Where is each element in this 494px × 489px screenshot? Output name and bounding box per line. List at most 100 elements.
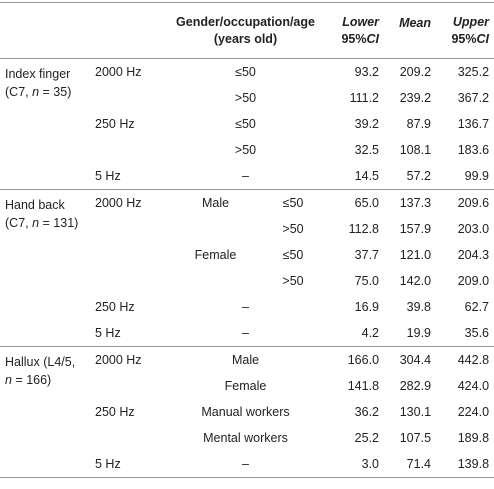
upper-text: 35.6 <box>464 326 490 340</box>
lower-cell: 36.2 <box>323 399 384 425</box>
lower-text: 65.0 <box>354 196 380 210</box>
mean-cell: 130.1 <box>384 399 436 425</box>
mean-text: 39.8 <box>406 300 432 314</box>
lower-cell: 3.0 <box>323 451 384 478</box>
upper-text: 203.0 <box>457 222 490 236</box>
mean-cell: 142.0 <box>384 268 436 294</box>
lower-text: 93.2 <box>354 65 380 79</box>
cond-cell: – <box>168 294 323 320</box>
cond-text: Manual workers <box>201 405 290 419</box>
lower-cell: 112.8 <box>323 216 384 242</box>
header-cell <box>90 3 168 59</box>
age-text: >50 <box>282 222 304 236</box>
lower-cell: 141.8 <box>323 373 384 399</box>
mean-text: 282.9 <box>399 379 432 393</box>
freq-cell <box>90 268 168 294</box>
upper-text: 224.0 <box>457 405 490 419</box>
mean-cell: 209.2 <box>384 59 436 86</box>
site-text: n <box>32 85 40 99</box>
cond-text: Male <box>231 353 260 367</box>
mean-cell: 57.2 <box>384 163 436 190</box>
age-cell: >50 <box>263 216 323 242</box>
mean-cell: 239.2 <box>384 85 436 111</box>
mean-text: 304.4 <box>399 353 432 367</box>
header-cell: Gender/occupation/age (years old) <box>168 3 323 59</box>
freq-text: 250 Hz <box>95 405 135 419</box>
table-row: 250 Hz ≤50 39.2 87.9 136.7 <box>0 111 494 137</box>
mean-text: 108.1 <box>399 143 432 157</box>
site-text: n <box>5 373 12 387</box>
freq-cell <box>90 216 168 242</box>
upper-text: 189.8 <box>457 431 490 445</box>
table-row: 250 Hz Manual workers 36.2 130.1 224.0 <box>0 399 494 425</box>
header-row: Gender/occupation/age (years old) Lower … <box>0 3 494 59</box>
upper-cell: 136.7 <box>436 111 494 137</box>
header-cell: Mean <box>384 3 436 59</box>
cond-cell: – <box>168 163 323 190</box>
sex-text: Male <box>201 196 230 210</box>
upper-cell: 189.8 <box>436 425 494 451</box>
site-text: = 35) <box>39 85 72 99</box>
lower-text: 36.2 <box>354 405 380 419</box>
lower-cell: 166.0 <box>323 347 384 374</box>
freq-cell: 2000 Hz <box>90 347 168 374</box>
cond-text: – <box>242 300 249 314</box>
age-text: ≤50 <box>282 248 304 262</box>
site-text: = 131) <box>39 216 79 230</box>
cond-text: Mental workers <box>203 431 288 445</box>
lower-cell: 93.2 <box>323 59 384 86</box>
lower-cell: 111.2 <box>323 85 384 111</box>
upper-text: 204.3 <box>457 248 490 262</box>
lower-text: 16.9 <box>354 300 380 314</box>
lower-cell: 75.0 <box>323 268 384 294</box>
freq-cell: 5 Hz <box>90 163 168 190</box>
lower-text: 32.5 <box>354 143 380 157</box>
header-text: 95% <box>451 31 477 46</box>
lower-text: 75.0 <box>354 274 380 288</box>
lower-text: 37.7 <box>354 248 380 262</box>
freq-cell: 250 Hz <box>90 294 168 320</box>
mean-cell: 19.9 <box>384 320 436 347</box>
table-row: >50 112.8 157.9 203.0 <box>0 216 494 242</box>
site-text: (C7, <box>5 216 33 230</box>
sex-cell <box>168 268 263 294</box>
lower-cell: 32.5 <box>323 137 384 163</box>
site-text: = 166) <box>11 373 52 387</box>
freq-cell: 250 Hz <box>90 111 168 137</box>
site-cell: Hallux (L4/5, n = 166) <box>0 347 90 478</box>
upper-text: 442.8 <box>457 353 490 367</box>
header-cell <box>0 3 90 59</box>
table-row: 250 Hz – 16.9 39.8 62.7 <box>0 294 494 320</box>
freq-cell: 5 Hz <box>90 451 168 478</box>
header-text: Gender/occupation/age <box>176 14 315 29</box>
mean-text: 137.3 <box>399 196 432 210</box>
lower-text: 141.8 <box>347 379 380 393</box>
mean-text: 130.1 <box>399 405 432 419</box>
upper-text: 209.6 <box>457 196 490 210</box>
table-header: Gender/occupation/age (years old) Lower … <box>0 2 494 59</box>
freq-text: 5 Hz <box>95 169 121 183</box>
mean-text: 209.2 <box>399 65 432 79</box>
upper-cell: 209.6 <box>436 190 494 217</box>
lower-text: 166.0 <box>347 353 380 367</box>
age-text: ≤50 <box>282 196 304 210</box>
lower-cell: 14.5 <box>323 163 384 190</box>
upper-cell: 204.3 <box>436 242 494 268</box>
table-row: Hallux (L4/5, n = 166) 2000 Hz Male 166.0 304… <box>0 347 494 387</box>
freq-text: 2000 Hz <box>95 196 142 210</box>
header-text: Upper <box>452 14 490 29</box>
cond-cell: Female <box>168 373 323 399</box>
cond-cell: >50 <box>168 85 323 111</box>
freq-text: 250 Hz <box>95 117 135 131</box>
mean-cell: 39.8 <box>384 294 436 320</box>
freq-text: 5 Hz <box>95 326 121 340</box>
lower-text: 4.2 <box>361 326 380 340</box>
cond-cell: Manual workers <box>168 399 323 425</box>
header-cell: Lower 95%CI <box>323 3 384 59</box>
cond-text: >50 <box>234 91 257 105</box>
freq-text: 2000 Hz <box>95 353 142 367</box>
upper-cell: 139.8 <box>436 451 494 478</box>
sex-cell <box>168 216 263 242</box>
age-text: >50 <box>282 274 304 288</box>
